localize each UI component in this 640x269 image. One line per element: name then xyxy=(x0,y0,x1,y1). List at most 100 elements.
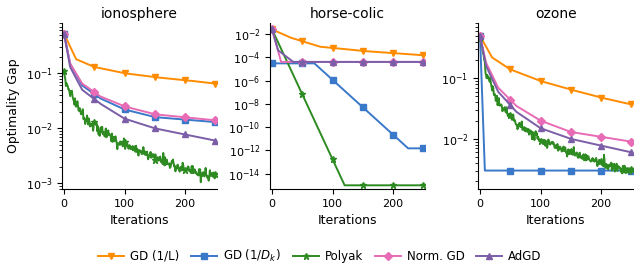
GD (1/D_k) xyxy=(371,116,378,119)
GD (1/D_k) xyxy=(627,169,635,172)
GD (1/L) xyxy=(337,47,345,50)
GD (1/L) xyxy=(627,103,635,106)
Line: GD (1/L): GD (1/L) xyxy=(61,31,218,87)
AdGD xyxy=(371,60,379,63)
Line: Norm. GD: Norm. GD xyxy=(269,26,426,65)
GD (1/D_k) xyxy=(328,77,335,80)
Norm. GD xyxy=(371,60,379,63)
AdGD xyxy=(568,137,575,141)
AdGD xyxy=(129,120,137,123)
AdGD xyxy=(174,131,182,134)
Norm. GD xyxy=(338,60,346,63)
Polyak xyxy=(477,36,484,39)
AdGD xyxy=(566,137,573,140)
Polyak xyxy=(627,172,634,175)
Norm. GD xyxy=(566,130,573,133)
Line: GD (1/L): GD (1/L) xyxy=(269,26,426,58)
Norm. GD xyxy=(152,113,159,116)
Polyak xyxy=(383,184,390,187)
Polyak xyxy=(568,151,576,154)
Title: ionosphere: ionosphere xyxy=(101,7,178,21)
Polyak xyxy=(360,184,368,187)
AdGD xyxy=(536,126,543,129)
Polyak xyxy=(163,159,170,162)
GD (1/L) xyxy=(382,51,390,54)
GD (1/D_k) xyxy=(360,106,367,109)
GD (1/L) xyxy=(268,28,276,31)
Polyak xyxy=(268,28,276,31)
GD (1/D_k) xyxy=(358,105,365,108)
Polyak xyxy=(337,176,345,179)
GD (1/L) xyxy=(371,50,378,53)
Line: Norm. GD: Norm. GD xyxy=(477,33,634,145)
GD (1/L) xyxy=(163,77,170,80)
AdGD xyxy=(627,151,635,154)
AdGD xyxy=(150,126,157,130)
GD (1/D_k) xyxy=(476,34,484,37)
Polyak xyxy=(328,155,335,158)
GD (1/L) xyxy=(419,54,427,57)
GD (1/L) xyxy=(590,94,598,97)
Norm. GD xyxy=(545,122,553,125)
Polyak xyxy=(197,180,205,184)
AdGD xyxy=(152,127,159,130)
GD (1/L) xyxy=(129,73,137,76)
GD (1/D_k) xyxy=(211,121,219,124)
GD (1/D_k) xyxy=(174,117,182,121)
Norm. GD xyxy=(211,119,219,122)
GD (1/L) xyxy=(360,49,367,53)
GD (1/D_k) xyxy=(120,107,127,111)
GD (1/L) xyxy=(536,79,543,82)
Norm. GD xyxy=(129,107,137,110)
Polyak xyxy=(129,149,137,152)
Norm. GD xyxy=(150,112,157,116)
Polyak xyxy=(371,184,379,187)
AdGD xyxy=(338,60,346,63)
AdGD xyxy=(328,60,336,63)
Line: Norm. GD: Norm. GD xyxy=(61,31,218,123)
Line: GD (1/D_k): GD (1/D_k) xyxy=(269,60,426,151)
Norm. GD xyxy=(174,115,182,118)
GD (1/L) xyxy=(328,46,335,49)
AdGD xyxy=(163,129,170,132)
Norm. GD xyxy=(476,34,484,37)
GD (1/D_k) xyxy=(152,116,159,119)
Norm. GD xyxy=(120,104,127,108)
Norm. GD xyxy=(383,60,390,63)
AdGD xyxy=(590,142,598,146)
AdGD xyxy=(383,60,390,63)
GD (1/D_k) xyxy=(536,169,544,172)
GD (1/D_k) xyxy=(163,116,170,120)
GD (1/L) xyxy=(579,91,586,94)
AdGD xyxy=(545,130,553,133)
Norm. GD xyxy=(360,60,368,63)
GD (1/L) xyxy=(174,78,182,81)
Polyak xyxy=(536,138,544,141)
Polyak xyxy=(566,148,574,151)
Norm. GD xyxy=(579,132,586,135)
AdGD xyxy=(268,28,276,31)
AdGD xyxy=(360,60,368,63)
GD (1/D_k) xyxy=(419,147,427,150)
Polyak xyxy=(591,160,598,163)
Norm. GD xyxy=(278,60,285,63)
Polyak xyxy=(152,153,159,156)
X-axis label: Iterations: Iterations xyxy=(526,214,586,227)
Polyak xyxy=(579,156,587,160)
AdGD xyxy=(358,60,366,63)
Polyak xyxy=(358,184,366,187)
Line: Polyak: Polyak xyxy=(61,68,218,185)
Norm. GD xyxy=(163,114,170,117)
GD (1/L) xyxy=(568,88,575,91)
Line: AdGD: AdGD xyxy=(477,33,634,155)
AdGD xyxy=(211,139,219,142)
GD (1/D_k) xyxy=(566,169,574,172)
GD (1/L) xyxy=(211,82,219,85)
Polyak xyxy=(150,153,157,156)
Title: ozone: ozone xyxy=(535,7,577,21)
Polyak xyxy=(60,69,68,72)
GD (1/L) xyxy=(545,82,553,85)
Polyak xyxy=(546,143,554,146)
AdGD xyxy=(419,60,427,63)
Polyak xyxy=(174,163,182,166)
